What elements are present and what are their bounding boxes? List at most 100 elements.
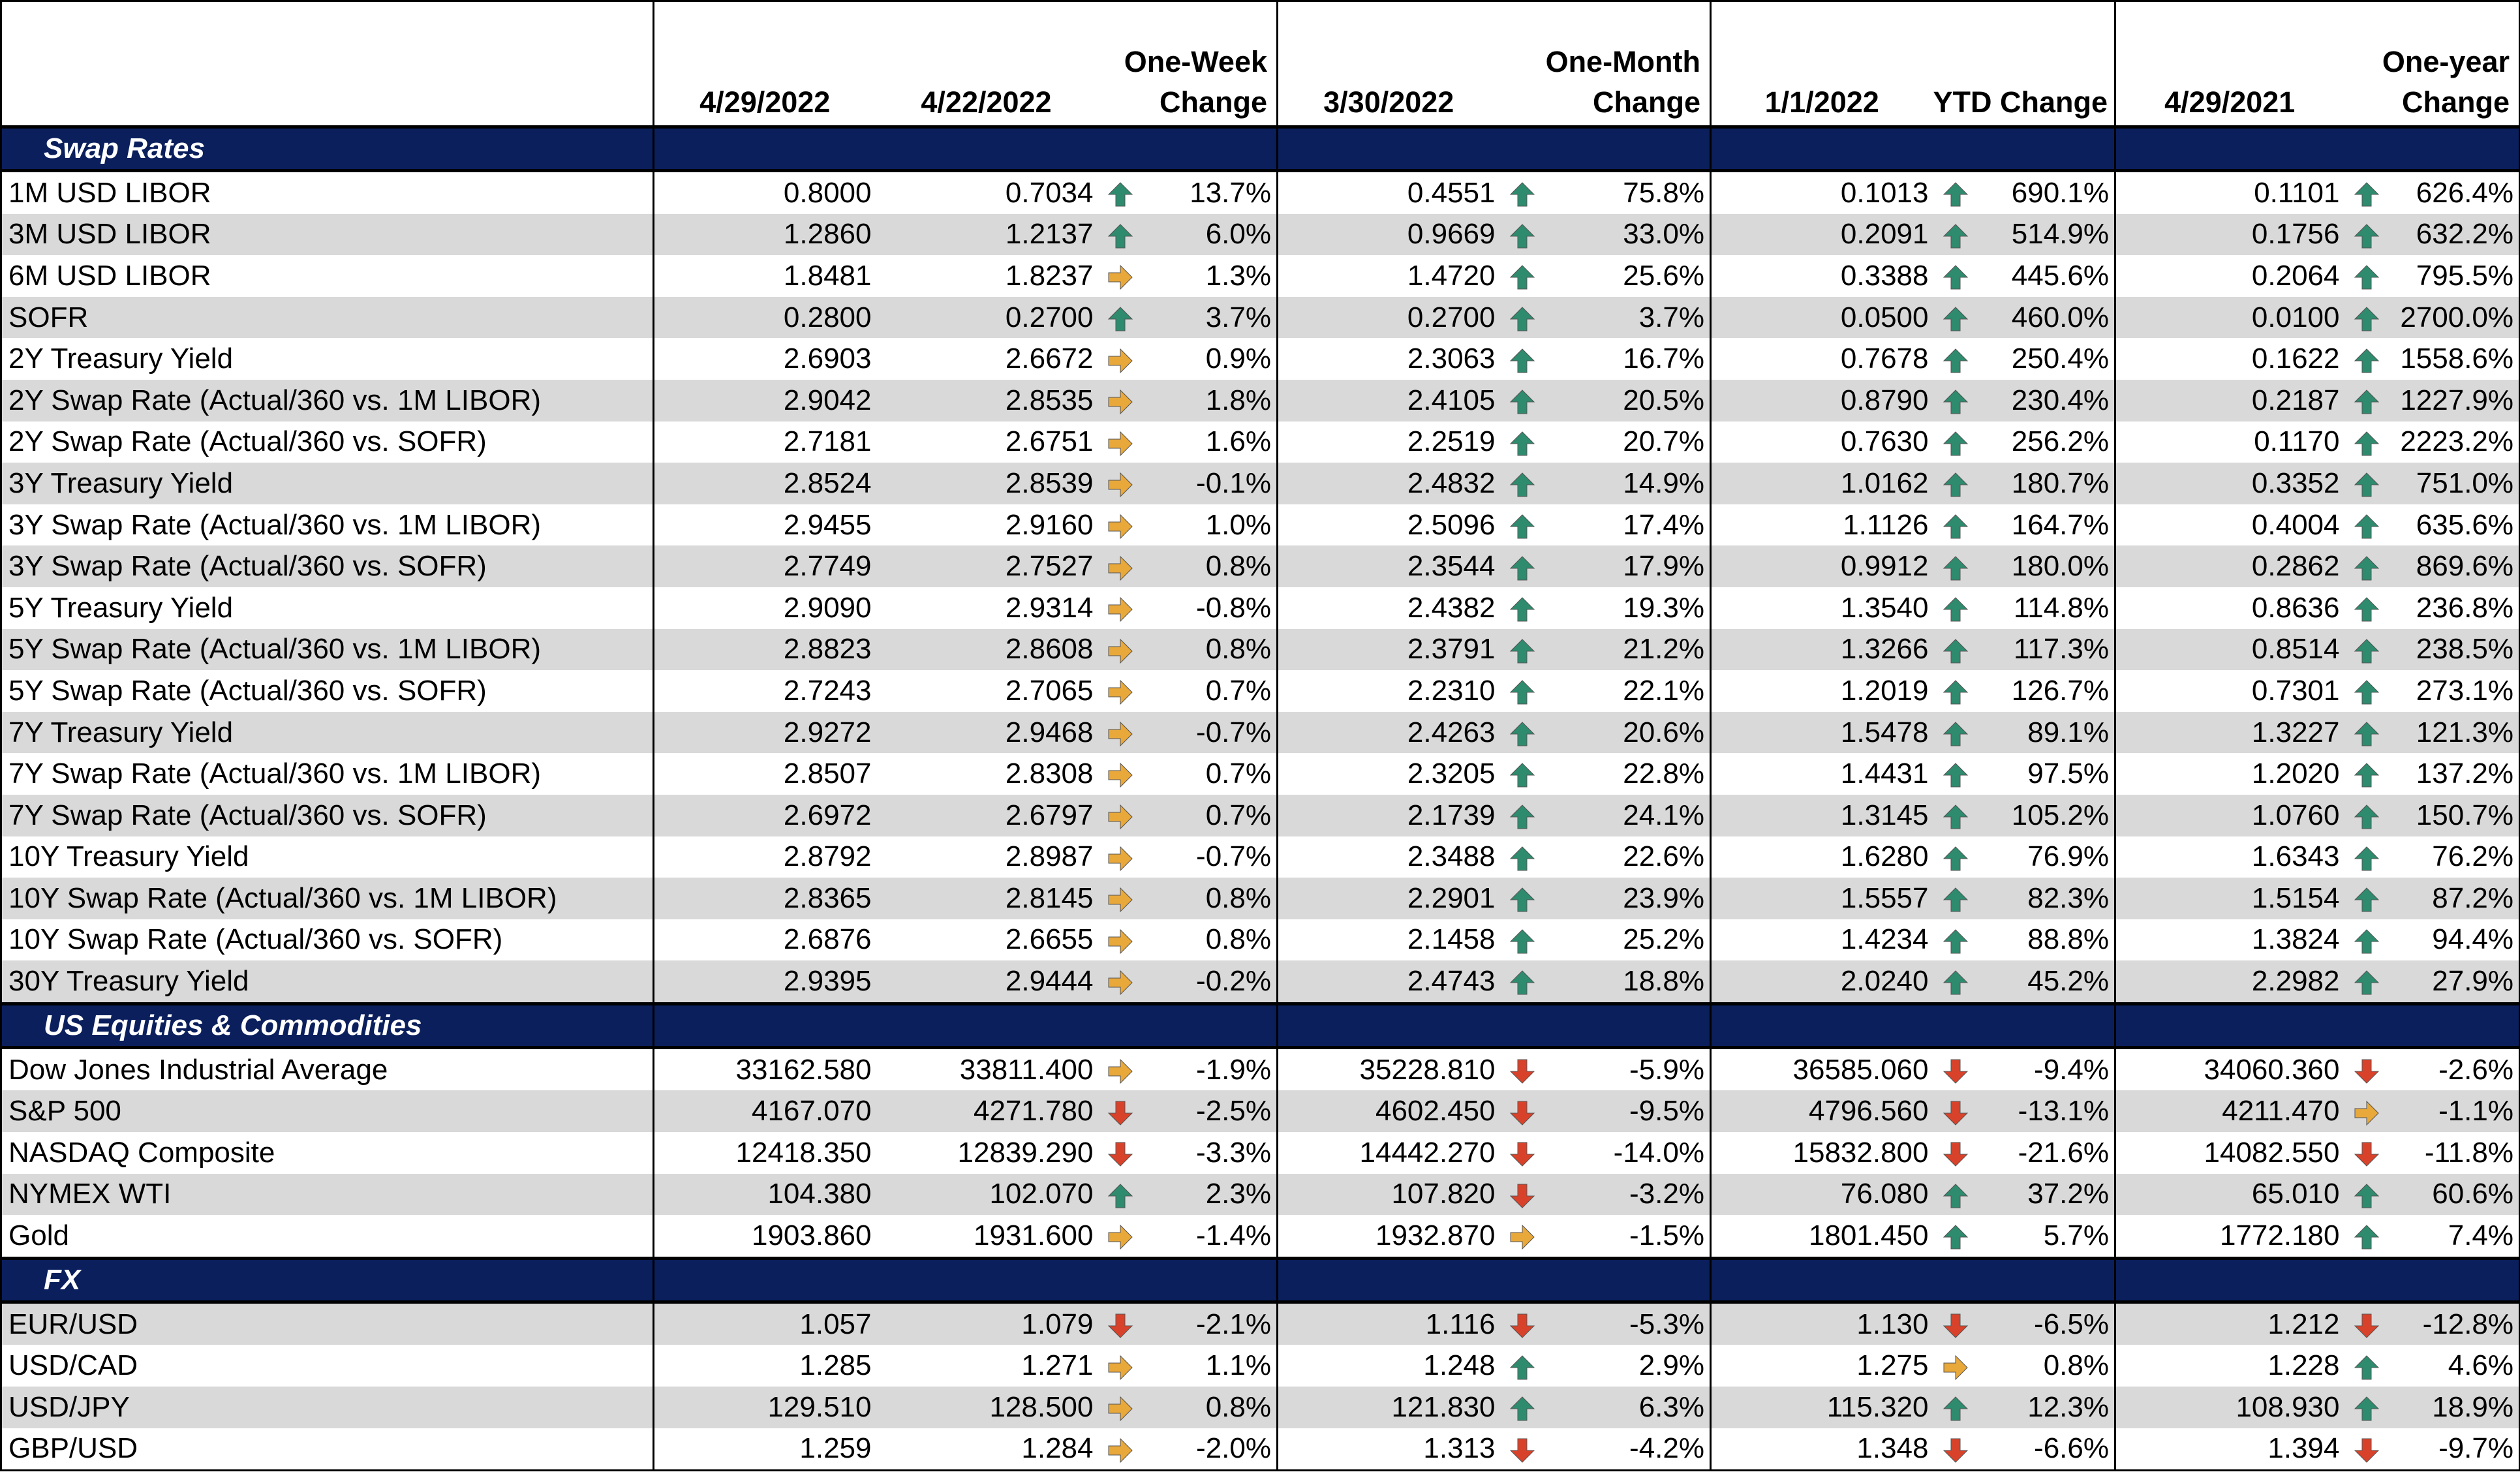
one-week-change: 0.7%	[1205, 674, 1271, 707]
value-3-30-2022: 2.2310	[1276, 670, 1499, 712]
row-label: 5Y Swap Rate (Actual/360 vs. 1M LIBOR)	[1, 628, 654, 671]
value-1-1-2022: 115.320	[1710, 1387, 1933, 1428]
one-year-change: 27.9%	[2389, 960, 2520, 1004]
one-week-change: 0.7%	[1143, 794, 1278, 836]
one-week-change: -0.7%	[1143, 711, 1278, 754]
arrow-up-icon	[2344, 753, 2389, 795]
value-3-30-2022: 14442.270	[1276, 1132, 1499, 1174]
value-3-30-2022: 2.1458	[1276, 919, 1499, 961]
arrow-right-icon	[2343, 1090, 2389, 1133]
value-4-29-2022: 2.8524	[653, 463, 876, 504]
value-3-30-2022: 2.4832	[1276, 463, 1499, 504]
value-4-29-2021: 1.394	[2114, 1428, 2344, 1471]
section-title: Swap Rates	[1, 125, 654, 171]
header-blank	[1, 1, 654, 127]
ytd-change: 37.2%	[1978, 1173, 2115, 1216]
header-row: 4/29/2022 4/22/2022 One-Week Change 3/30/…	[1, 1, 2520, 127]
table-row: 3Y Swap Rate (Actual/360 vs. 1M LIBOR) 2.…	[1, 504, 2520, 546]
one-week-change: 0.8%	[1143, 878, 1278, 919]
one-month-change: -5.3%	[1544, 1300, 1711, 1345]
row-label: 7Y Swap Rate (Actual/360 vs. 1M LIBOR)	[8, 758, 541, 790]
table-row: 2Y Treasury Yield 2.6903 2.6672 0.9% 2.3063 1…	[1, 338, 2520, 380]
arrow-up-icon	[1499, 878, 1545, 919]
ytd-change: 230.4%	[1978, 379, 2115, 422]
arrow-up-icon	[2344, 836, 2389, 878]
value-4-29-2021: 108.930	[2114, 1387, 2344, 1428]
one-week-change: 2.3%	[1143, 1173, 1278, 1216]
ytd-change: 460.0%	[1978, 296, 2115, 339]
arrow-down-icon	[1499, 1173, 1545, 1216]
arrow-down-icon	[1098, 1132, 1143, 1174]
one-year-change: 632.2%	[2389, 213, 2520, 256]
arrow-right-icon	[1098, 338, 1143, 380]
arrow-up-icon	[2343, 545, 2389, 587]
arrow-up-icon	[1932, 628, 1978, 671]
arrow-up-icon	[1499, 213, 1545, 256]
arrow-up-icon	[2344, 338, 2389, 380]
ytd-change: 690.1%	[1978, 168, 2115, 214]
one-year-change: 869.6%	[2389, 545, 2520, 587]
value-4-22-2022: 1.8237	[1005, 259, 1094, 292]
arrow-right-icon	[1098, 753, 1143, 795]
value-4-22-2022: 2.8535	[875, 379, 1098, 422]
section-band	[653, 1002, 876, 1048]
value-3-30-2022: 1.4720	[1276, 255, 1499, 297]
value-4-29-2021: 1.228	[2114, 1345, 2344, 1387]
value-4-29-2021: 0.1756	[2114, 213, 2344, 256]
one-month-change: 23.9%	[1544, 878, 1711, 919]
arrow-up-icon	[1932, 794, 1978, 836]
one-week-change: 1.6%	[1205, 425, 1271, 458]
ytd-change: -6.6%	[2034, 1432, 2109, 1465]
arrow-up-icon	[1932, 545, 1978, 587]
arrow-up-icon	[1933, 504, 1978, 546]
value-3-30-2022: 2.3791	[1276, 628, 1499, 671]
value-3-30-2022: 121.830	[1276, 1387, 1499, 1428]
arrow-right-icon	[1097, 379, 1143, 422]
col-header-1-1-2022: 1/1/2022	[1710, 1, 1933, 127]
arrow-up-icon	[1499, 504, 1545, 546]
arrow-down-icon	[1499, 1045, 1545, 1091]
arrow-right-icon	[1098, 1215, 1143, 1258]
row-label: USD/JPY	[1, 1387, 654, 1428]
arrow-up-icon	[1499, 545, 1545, 587]
arrow-right-icon	[1098, 587, 1143, 629]
value-4-22-2022: 2.6751	[1005, 425, 1094, 458]
row-label: 30Y Treasury Yield	[1, 960, 654, 1004]
one-week-change: -0.2%	[1143, 960, 1278, 1004]
value-3-30-2022: 107.820	[1276, 1173, 1499, 1216]
arrow-up-icon	[1097, 168, 1143, 214]
value-4-29-2022: 12418.350	[653, 1132, 876, 1174]
value-4-29-2022: 1.285	[653, 1345, 876, 1387]
arrow-up-icon	[2344, 1345, 2389, 1387]
value-1-1-2022: 1.348	[1710, 1428, 1933, 1471]
arrow-up-icon	[2344, 1215, 2389, 1258]
section-band	[1276, 1256, 1711, 1302]
one-week-change: 3.7%	[1143, 296, 1278, 339]
value-4-22-2022: 0.2700	[875, 296, 1098, 339]
section-header: FX	[1, 1256, 2520, 1302]
arrow-up-icon	[1933, 1215, 1978, 1258]
table-row: 10Y Swap Rate (Actual/360 vs. 1M LIBOR) 2…	[1, 878, 2520, 919]
arrow-up-icon	[2344, 504, 2389, 546]
value-4-29-2021: 0.2187	[2114, 379, 2344, 422]
ytd-change: 82.3%	[1978, 878, 2115, 919]
arrow-down-icon	[2344, 1428, 2389, 1471]
one-week-change: 0.8%	[1143, 628, 1278, 671]
value-4-22-2022: 2.6655	[1005, 923, 1094, 956]
value-4-29-2022: 2.6972	[653, 794, 876, 836]
arrow-up-icon	[1932, 1387, 1978, 1428]
one-year-change: 94.4%	[2432, 923, 2514, 956]
one-year-change: 1558.6%	[2400, 343, 2514, 375]
one-year-change: 238.5%	[2389, 628, 2520, 671]
one-week-change: -3.3%	[1196, 1136, 1271, 1169]
arrow-up-icon	[1932, 168, 1978, 214]
value-4-22-2022: 0.7034	[875, 168, 1098, 214]
arrow-right-icon	[1097, 711, 1143, 754]
one-week-change: -2.5%	[1143, 1090, 1278, 1133]
value-4-22-2022: 2.7065	[1005, 674, 1094, 707]
table-row: SOFR 0.2800 0.2700 3.7% 0.2700 3.7% 0.0500 460.…	[1, 296, 2520, 339]
row-label: 10Y Swap Rate (Actual/360 vs. SOFR)	[8, 923, 503, 956]
row-label: 2Y Swap Rate (Actual/360 vs. SOFR)	[8, 425, 487, 458]
table-row: NYMEX WTI 104.380 102.070 2.3% 107.820 -3.2% 7…	[1, 1173, 2520, 1216]
arrow-up-icon	[1933, 422, 1978, 463]
